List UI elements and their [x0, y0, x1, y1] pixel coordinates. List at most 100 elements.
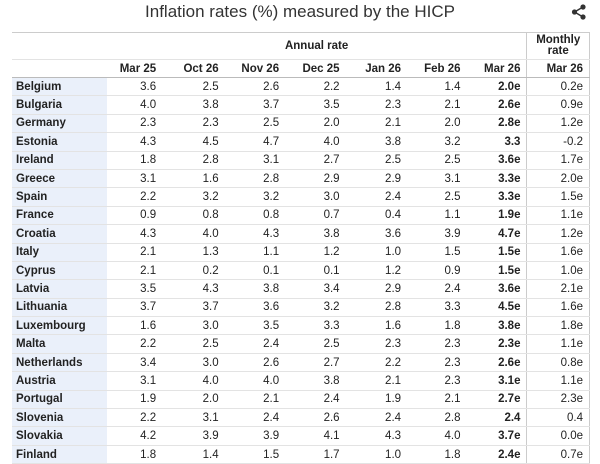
inflation-table: Annual rate Monthly rate Mar 25 Oct 26 Nov …	[12, 32, 590, 464]
cell: 1.7	[285, 445, 346, 464]
cell: 2.8	[345, 298, 408, 318]
share-icon[interactable]	[571, 4, 587, 20]
cell: 3.6	[224, 298, 286, 318]
cell: 2.3	[407, 371, 467, 391]
cell: 3.1	[106, 169, 163, 189]
country: Germany	[12, 114, 107, 134]
table-row: Lithuania 3.7 3.7 3.6 3.2 2.8 3.3 4.5e 1.6e	[12, 298, 590, 318]
column-header: Mar 25	[106, 59, 163, 78]
cell: 4.3	[162, 279, 225, 299]
table-row: Netherlands 3.4 3.0 2.6 2.7 2.2 2.3 2.6e 0.8e	[12, 353, 590, 373]
cell: 0.7	[285, 206, 346, 226]
cell: 2.1e	[526, 279, 590, 299]
cell: 1.1e	[526, 371, 590, 391]
cell: 1.8	[407, 445, 467, 464]
title: Inflation rates (%) measured by the HICP	[145, 2, 455, 21]
cell: 1.2e	[526, 114, 590, 134]
cell: 3.1e	[466, 371, 527, 391]
cell: 3.0	[162, 353, 225, 373]
cell: 2.1	[345, 114, 408, 134]
cell: 2.3	[106, 114, 163, 134]
cell: 0.9e	[526, 95, 590, 115]
cell: 0.8	[224, 206, 286, 226]
table-row: Italy 2.1 1.3 1.1 1.2 1.0 1.5 1.5e 1.6e	[12, 243, 590, 262]
cell: 1.5	[224, 445, 286, 464]
country: Austria	[12, 371, 107, 391]
country: Ireland	[12, 151, 107, 170]
cell: 3.9	[224, 426, 286, 446]
country: Portugal	[12, 390, 107, 410]
cell: 3.8	[224, 279, 286, 299]
cell: 3.3	[407, 298, 467, 318]
column-header: Dec 25	[285, 59, 346, 78]
cell: 2.3	[345, 334, 408, 354]
cell: 2.0e	[466, 77, 527, 97]
table-row: Latvia 3.5 4.3 3.8 3.4 2.9 2.4 3.6e 2.1e	[12, 279, 590, 299]
cell: 2.4	[466, 408, 527, 428]
cell: 2.5	[407, 151, 467, 170]
cell: 2.2	[285, 77, 346, 97]
cell: 1.5e	[526, 187, 590, 207]
cell: 4.3	[345, 426, 408, 446]
cell: 3.2	[407, 132, 467, 152]
corner	[12, 32, 107, 60]
cell: 1.5e	[466, 243, 527, 262]
country: Lithuania	[12, 298, 107, 318]
cell: 3.2	[224, 187, 286, 207]
cell: 4.3	[106, 224, 163, 244]
table-row: Estonia 4.3 4.5 4.7 4.0 3.8 3.2 3.3 -0.2	[12, 132, 590, 152]
cell: 1.6e	[526, 298, 590, 318]
table-row: Greece 3.1 1.6 2.8 2.9 2.9 3.1 3.3e 2.0e	[12, 169, 590, 189]
cell: 2.1	[407, 95, 467, 115]
table-row: Bulgaria 4.0 3.8 3.7 3.5 2.3 2.1 2.6e 0.9e	[12, 95, 590, 115]
cell: 1.5e	[466, 261, 527, 281]
country: Latvia	[12, 279, 107, 299]
cell: 1.1e	[526, 206, 590, 226]
cell: 1.1e	[526, 334, 590, 354]
cell: 2.5	[162, 334, 225, 354]
cell: 1.9	[345, 390, 408, 410]
table-row: Belgium 3.6 2.5 2.6 2.2 1.4 1.4 2.0e 0.2e	[12, 77, 590, 97]
column-header: Oct 26	[162, 59, 225, 78]
cell: 3.0	[285, 187, 346, 207]
cell: 3.7	[162, 298, 225, 318]
cell: 2.5	[285, 334, 346, 354]
cell: 1.2	[345, 261, 408, 281]
column-header: Feb 26	[407, 59, 467, 78]
table-row: Austria 3.1 4.0 4.0 3.8 2.1 2.3 3.1e 1.1e	[12, 371, 590, 391]
cell: 3.9	[407, 224, 467, 244]
cell: 1.9	[106, 390, 163, 410]
country: Italy	[12, 243, 107, 262]
cell: 4.0	[162, 371, 225, 391]
cell: 2.7e	[466, 390, 527, 410]
cell: 2.6	[224, 353, 286, 373]
table-row: Luxembourg 1.6 3.0 3.5 3.3 1.6 1.8 3.8e 1.8e	[12, 316, 590, 336]
table-row: Germany 2.3 2.3 2.5 2.0 2.1 2.0 2.8e 1.2e	[12, 114, 590, 134]
cell: 2.1	[407, 390, 467, 410]
cell: 1.6	[345, 316, 408, 336]
cell: 1.2e	[526, 224, 590, 244]
cell: 4.3	[106, 132, 163, 152]
cell: 4.5	[162, 132, 225, 152]
cell: 1.4	[345, 77, 408, 97]
cell: 2.4	[224, 408, 286, 428]
cell: -0.2	[526, 132, 590, 152]
country: Finland	[12, 445, 107, 464]
cell: 2.3	[407, 353, 467, 373]
cell: 2.6	[224, 77, 286, 97]
column-header: Mar 26	[526, 59, 590, 78]
cell: 4.0	[224, 371, 286, 391]
cell: 2.1	[224, 390, 286, 410]
table-row: Slovenia 2.2 3.1 2.4 2.6 2.4 2.8 2.4 0.4	[12, 408, 590, 428]
cell: 2.8	[162, 151, 225, 170]
cell: 4.1	[285, 426, 346, 446]
cell: 2.9	[285, 169, 346, 189]
cell: 2.3	[162, 114, 225, 134]
country: Croatia	[12, 224, 107, 244]
cell: 3.9	[162, 426, 225, 446]
cell: 1.8	[106, 151, 163, 170]
cell: 3.3	[285, 316, 346, 336]
cell: 3.5	[224, 316, 286, 336]
cell: 3.0	[162, 316, 225, 336]
